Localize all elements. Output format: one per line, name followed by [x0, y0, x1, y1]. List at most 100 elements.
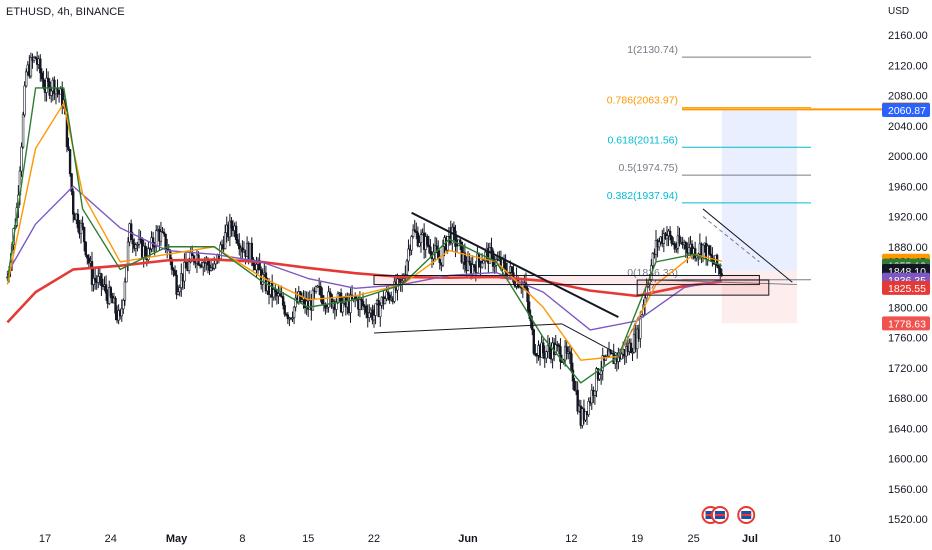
candle-body [416, 232, 420, 247]
candle-body [278, 293, 282, 297]
candle-body [72, 191, 75, 215]
candle-body [717, 265, 720, 269]
candle-body [620, 353, 623, 360]
candle-body [336, 293, 340, 303]
candle-body [131, 239, 134, 245]
trendline [702, 216, 760, 263]
trendline [561, 323, 619, 355]
currency-label: USD [888, 6, 910, 17]
candle-body [202, 262, 205, 268]
candle-body [468, 260, 471, 264]
price-badge-label: 1825.55 [888, 283, 926, 295]
candle-body [364, 305, 368, 313]
candle-body [228, 220, 232, 238]
candle-body [125, 264, 128, 283]
y-tick-label: 1560.00 [888, 484, 928, 496]
candle-body [92, 277, 95, 285]
candle-body [413, 229, 416, 232]
y-tick-label: 1640.00 [888, 423, 928, 435]
candle-body [568, 351, 572, 354]
trendline [617, 279, 657, 359]
candle-body [109, 287, 113, 297]
y-tick-label: 1760.00 [888, 333, 928, 345]
candle-body [53, 79, 56, 95]
candle-body [120, 308, 123, 317]
candle-body [593, 390, 597, 396]
candle-body [76, 213, 80, 229]
candle-body [175, 274, 178, 295]
candle-body [349, 294, 352, 313]
candle-body [311, 289, 315, 311]
candle-body [601, 355, 604, 372]
candle-body [629, 342, 633, 353]
candle-body [286, 314, 290, 320]
candle-body [79, 222, 83, 235]
candle-body [654, 240, 658, 255]
candle-body [463, 252, 467, 266]
candle-body [665, 235, 669, 240]
candle-body [81, 222, 84, 228]
fib-level-label: 0.5(1974.75) [618, 162, 678, 174]
candle-body [458, 239, 462, 243]
candle-body [341, 302, 344, 313]
candle-body [657, 241, 661, 248]
candle-body [21, 114, 25, 148]
candle-body [534, 353, 537, 356]
candle-body [473, 264, 476, 268]
candle-body [151, 237, 155, 247]
candle-body [209, 267, 213, 271]
fib-level-label: 0.618(2011.56) [608, 134, 678, 146]
candle-body [426, 236, 429, 246]
candle-body [368, 312, 371, 318]
candle-body [272, 289, 275, 298]
candle-body [20, 146, 23, 172]
fib-level-label: 0.382(1937.94) [607, 190, 678, 202]
candle-body [393, 281, 396, 302]
x-tick-label: 25 [687, 533, 699, 545]
candle-body [383, 298, 387, 305]
candle-body [557, 344, 561, 347]
candle-body [678, 235, 681, 244]
candle-body [87, 257, 91, 264]
candle-body [371, 309, 374, 321]
candle-body [379, 305, 382, 318]
candle-body [405, 260, 409, 276]
candle-body [137, 238, 141, 245]
candle-body [360, 299, 363, 302]
candle-body [673, 243, 677, 250]
fibonacci-levels: 1(2130.74) 0.786(2063.97) 0.618(2011.56) 0.… [607, 44, 884, 281]
candle-body [482, 260, 485, 264]
candle-body [176, 291, 180, 295]
candle-body [328, 291, 332, 295]
candle-body [292, 306, 296, 319]
candle-body [250, 242, 253, 260]
candle-body [708, 245, 711, 255]
candle-body [134, 244, 138, 249]
candle-body [491, 250, 495, 267]
candle-body [223, 232, 227, 249]
x-tick-label: 19 [631, 533, 643, 545]
candle-body [68, 149, 72, 175]
candle-body [504, 262, 507, 273]
candle-body [684, 242, 687, 249]
candle-body [476, 253, 479, 274]
candle-body [719, 267, 722, 275]
candle-body [335, 302, 338, 310]
candle-body [596, 368, 600, 380]
candle-body [651, 253, 655, 266]
candle-body [56, 88, 59, 92]
y-tick-label: 2040.00 [888, 121, 928, 133]
candle-body [599, 370, 603, 375]
candle-body [29, 57, 33, 77]
candle-body [123, 281, 127, 301]
y-tick-label: 1800.00 [888, 302, 928, 314]
y-tick-label: 1600.00 [888, 454, 928, 466]
candle-body [97, 276, 100, 283]
y-tick-label: 1720.00 [888, 363, 928, 375]
candle-body [173, 270, 177, 276]
x-tick-label: 12 [565, 533, 577, 545]
candle-body [129, 223, 133, 240]
candle-body [319, 286, 322, 296]
y-tick-label: 1960.00 [888, 181, 928, 193]
